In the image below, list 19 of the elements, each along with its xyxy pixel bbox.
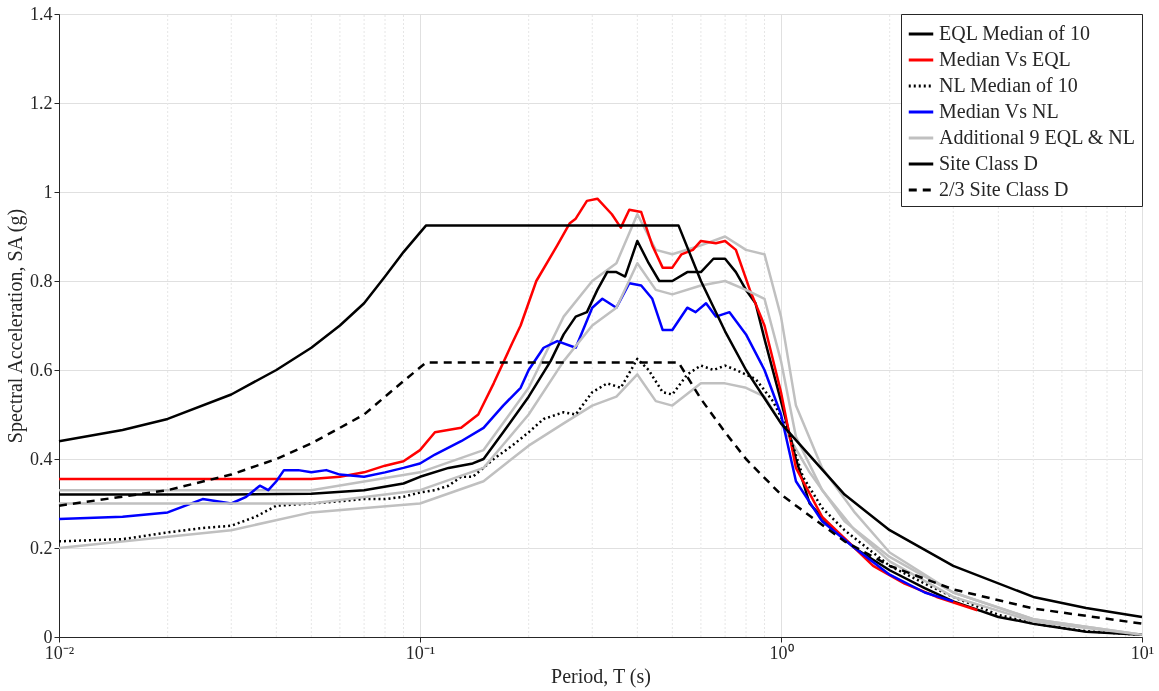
y-axis-title: Spectral Acceleration, SA (g) <box>4 208 27 444</box>
legend-label: 2/3 Site Class D <box>939 178 1069 200</box>
legend-label: EQL Median of 10 <box>939 22 1090 44</box>
y-tick-label: 0.8 <box>30 270 53 291</box>
y-tick-label: 1 <box>43 181 53 202</box>
y-tick-label: 1.2 <box>30 92 53 113</box>
legend-label: Site Class D <box>939 152 1038 174</box>
x-tick-label: 10⁰ <box>769 642 794 663</box>
legend-label: Median Vs NL <box>939 100 1059 122</box>
legend-label: NL Median of 10 <box>939 74 1078 96</box>
x-axis-title: Period, T (s) <box>551 664 651 688</box>
legend-label: Additional 9 EQL & NL <box>939 126 1135 148</box>
y-tick-label: 1.4 <box>30 3 53 24</box>
x-tick-label: 10¹ <box>1130 642 1155 663</box>
y-tick-label: 0.4 <box>30 448 53 469</box>
y-tick-label: 0.6 <box>30 359 53 380</box>
x-tick-label: 10⁻¹ <box>405 642 436 663</box>
y-tick-label: 0.2 <box>30 537 53 558</box>
legend-label: Median Vs EQL <box>939 48 1071 70</box>
